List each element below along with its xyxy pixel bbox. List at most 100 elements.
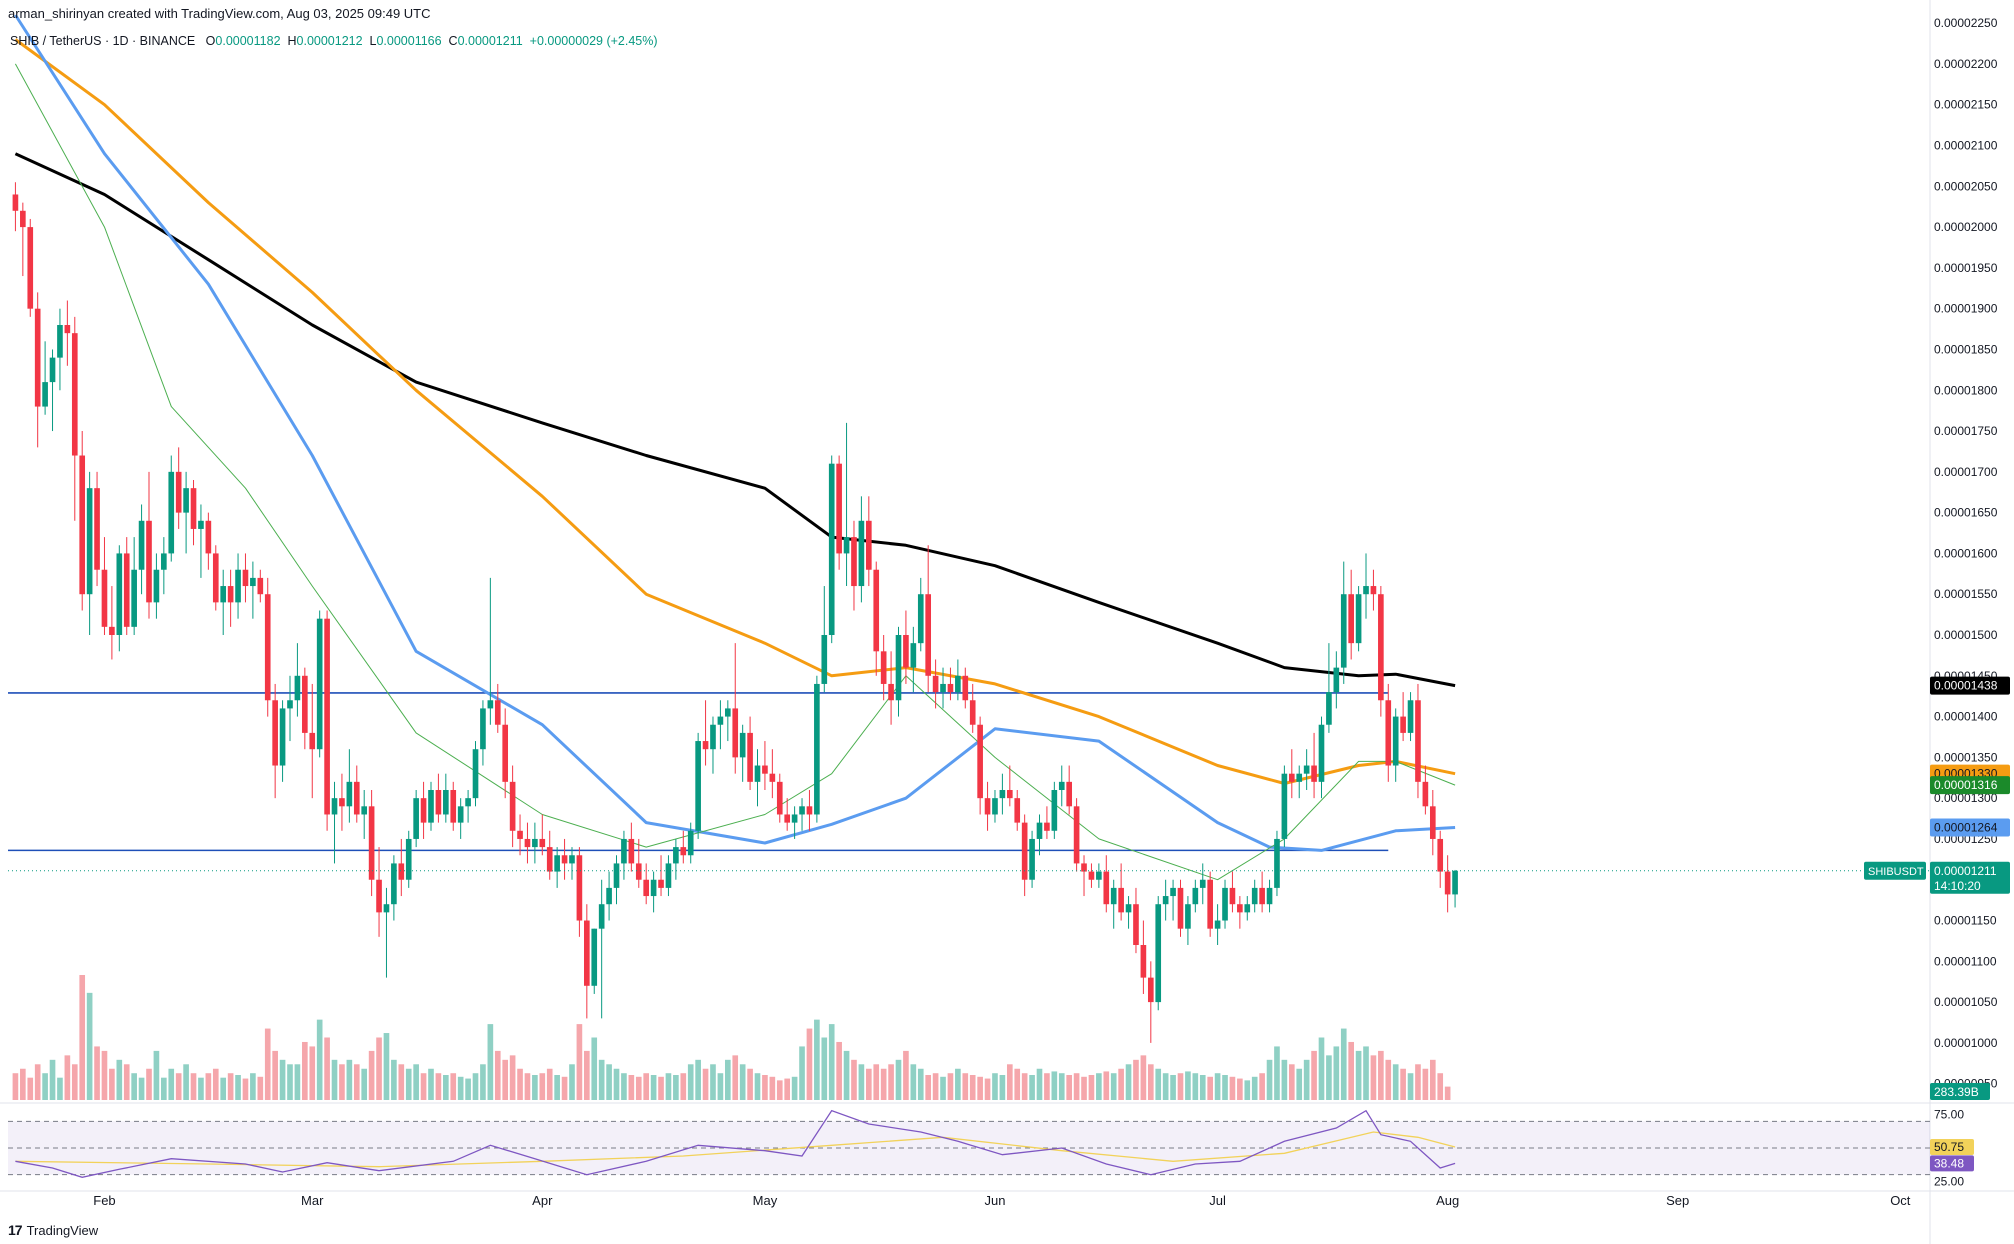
volume-bar [1326, 1055, 1332, 1100]
volume-bar [539, 1073, 546, 1100]
candle-body [212, 553, 219, 603]
candle [64, 300, 71, 366]
candle [1140, 920, 1147, 994]
rsi-ma-value: 50.75 [1934, 1140, 1964, 1154]
volume-bar [725, 1059, 731, 1100]
candle [1110, 879, 1117, 929]
candle [250, 561, 256, 619]
volume-bar [57, 1077, 63, 1100]
candle [1400, 692, 1406, 742]
candle-body [1266, 887, 1273, 905]
candle-body [584, 920, 590, 986]
candle [101, 537, 108, 635]
candle-body [754, 765, 761, 782]
candle-body [791, 814, 798, 823]
candle [1415, 683, 1421, 799]
volume-bar [1266, 1059, 1273, 1100]
candle-body [1133, 904, 1139, 945]
volume-bar [1140, 1055, 1147, 1100]
candle [79, 431, 86, 611]
candle-body [472, 749, 479, 799]
candle [1422, 765, 1429, 815]
candle [487, 577, 494, 725]
volume-bar [1192, 1073, 1199, 1100]
candle-body [316, 618, 323, 750]
candle [1296, 765, 1303, 799]
candle [264, 577, 271, 717]
volume-bar [242, 1078, 249, 1100]
candle [658, 855, 664, 897]
price-label-text: 0.00001438 [1934, 679, 1998, 693]
candle [1021, 814, 1028, 897]
candle [12, 182, 19, 232]
volume-bar [12, 1073, 19, 1100]
countdown-text: 14:10:20 [1934, 879, 1981, 893]
candle-body [413, 798, 419, 839]
candle [984, 781, 991, 831]
candle [613, 855, 620, 905]
volume-bar [27, 1077, 34, 1100]
candle [1199, 863, 1206, 905]
volume-bar [762, 1075, 768, 1100]
candle-body [1066, 781, 1073, 807]
candle [279, 700, 286, 782]
candle [465, 790, 471, 823]
candle [717, 700, 724, 750]
candle-body [457, 806, 464, 823]
volume-bar [324, 1037, 330, 1100]
x-tick-label: Jun [984, 1193, 1005, 1208]
candle [1125, 896, 1132, 929]
candle-body [1214, 920, 1221, 929]
volume-bar [1355, 1050, 1362, 1100]
volume-bar [1199, 1075, 1206, 1100]
candle [1326, 643, 1332, 733]
volume-bar [1370, 1055, 1377, 1100]
volume-bar [1162, 1073, 1169, 1100]
candle-body [1370, 586, 1377, 595]
tradingview-logo[interactable]: 17 TradingView [8, 1222, 98, 1238]
candle-body [673, 847, 679, 864]
candle-body [895, 635, 902, 701]
candle [762, 741, 768, 790]
volume-bar [101, 1050, 108, 1100]
volume-bar [1088, 1075, 1095, 1100]
candle [687, 822, 694, 864]
candle-body [331, 798, 338, 815]
candle [1429, 790, 1436, 856]
candle-body [1281, 773, 1288, 839]
volume-bar [999, 1075, 1006, 1100]
candle-body [1081, 863, 1087, 872]
volume-bar [1429, 1059, 1436, 1100]
candle-body [1318, 724, 1325, 782]
volume-bar [1318, 1037, 1325, 1100]
candle [109, 586, 115, 660]
volume-bar [450, 1073, 457, 1100]
candle [539, 814, 546, 856]
candle-body [591, 928, 598, 986]
candle-body [1429, 806, 1436, 839]
candle [457, 798, 464, 839]
tradingview-logo-icon: 17 [8, 1222, 23, 1238]
volume-bar [1415, 1064, 1421, 1100]
candle-body [606, 887, 612, 905]
candle-body [1251, 887, 1258, 905]
candle-body [932, 675, 939, 693]
candle-body [554, 855, 560, 872]
candle-body [1021, 822, 1028, 880]
volume-bar [1222, 1075, 1228, 1100]
candle [1244, 896, 1251, 921]
candle-body [1147, 977, 1154, 1003]
volume-bar [383, 1033, 390, 1100]
volume-bar [287, 1064, 293, 1100]
candle-body [153, 569, 160, 603]
candle-body [1296, 773, 1303, 782]
y-tick-label: 0.00002250 [1934, 16, 1998, 30]
volume-bar [443, 1075, 449, 1100]
volume-bar [828, 1024, 835, 1100]
volume-bar [1096, 1073, 1102, 1100]
volume-bar [665, 1073, 672, 1100]
candle-body [361, 806, 368, 815]
symbol-name[interactable]: SHIB / TetherUS · 1D · BINANCE [10, 34, 196, 48]
volume-bar [1400, 1068, 1406, 1100]
